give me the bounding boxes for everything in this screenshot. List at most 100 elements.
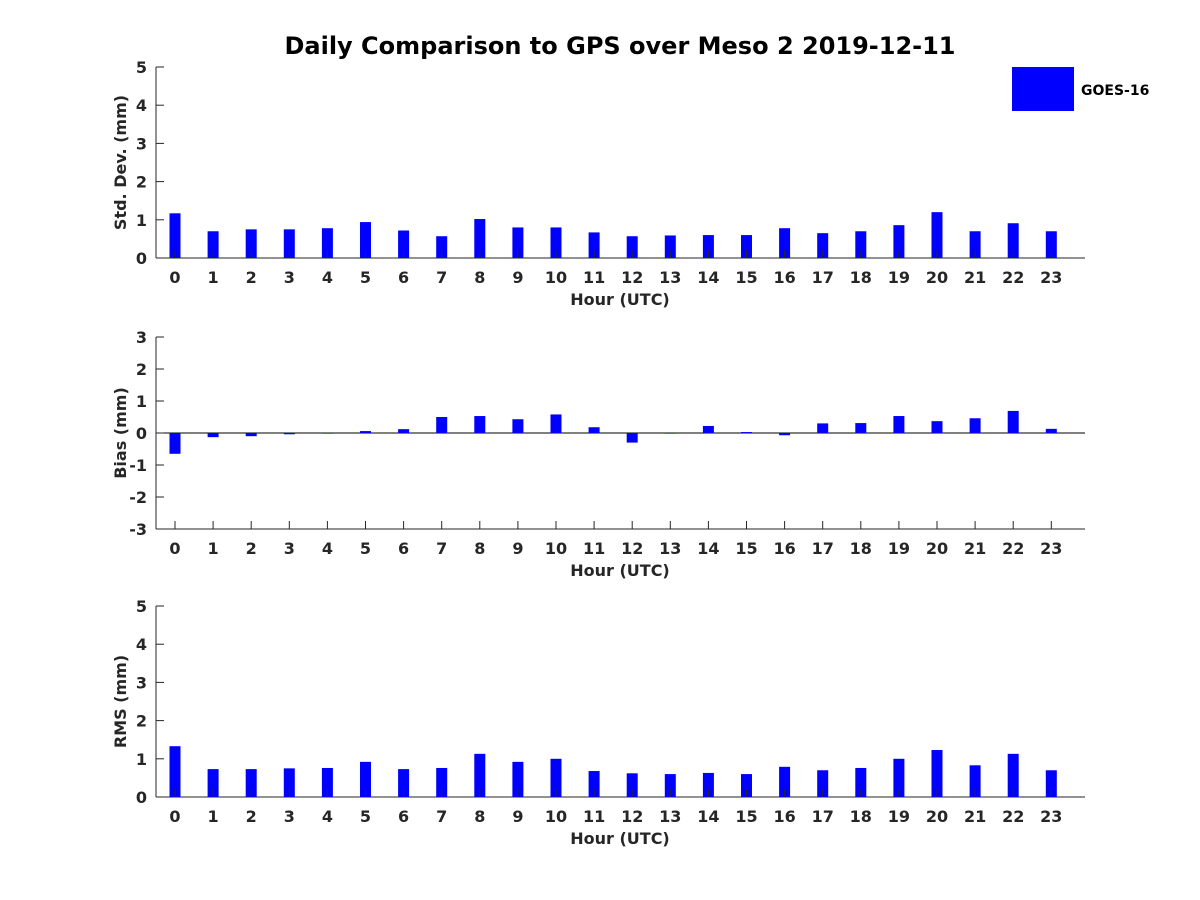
bar-hour-19	[893, 416, 905, 433]
bar-hour-3	[283, 433, 295, 435]
x-tick-label: 0	[169, 807, 180, 826]
x-tick-label: 12	[621, 268, 643, 287]
x-tick-label: 7	[436, 807, 447, 826]
x-tick-label: 8	[474, 539, 485, 558]
x-tick-label: 8	[474, 807, 485, 826]
x-tick-label: 16	[773, 268, 795, 287]
bar-hour-18	[855, 231, 867, 258]
bar-hour-11	[588, 427, 600, 433]
y-axis-label: RMS (mm)	[111, 655, 130, 748]
x-tick-label: 1	[208, 268, 219, 287]
bar-hour-15	[741, 432, 752, 433]
bar-hour-23	[1045, 770, 1057, 797]
bar-hour-3	[283, 229, 295, 258]
x-tick-label: 20	[926, 268, 948, 287]
bar-hour-4	[321, 433, 333, 434]
bar-hour-16	[779, 228, 791, 258]
y-tick-label: -1	[129, 456, 147, 475]
y-tick-label: 4	[136, 96, 147, 115]
x-tick-label: 20	[926, 807, 948, 826]
x-tick-label: 22	[1002, 268, 1024, 287]
bar-hour-12	[626, 773, 638, 797]
bar-hour-9	[512, 227, 524, 258]
x-tick-label: 1	[208, 807, 219, 826]
bar-hour-22	[1007, 753, 1019, 797]
bar-hour-14	[702, 772, 714, 797]
y-tick-label: 0	[136, 424, 147, 443]
bar-hour-20	[931, 750, 943, 797]
bar-hour-11	[588, 232, 600, 258]
bar-hour-14	[702, 425, 714, 433]
x-tick-label: 9	[512, 539, 523, 558]
x-tick-label: 14	[697, 807, 719, 826]
x-tick-label: 5	[360, 807, 371, 826]
x-tick-label: 11	[583, 268, 605, 287]
bar-hour-1	[207, 433, 219, 438]
x-tick-label: 23	[1040, 268, 1062, 287]
y-tick-label: 0	[136, 788, 147, 807]
bar-hour-7	[436, 236, 448, 258]
y-tick-label: 2	[136, 360, 147, 379]
y-tick-label: 4	[136, 635, 147, 654]
bar-hour-7	[436, 417, 448, 433]
x-tick-label: 0	[169, 268, 180, 287]
x-tick-label: 16	[773, 807, 795, 826]
bar-hour-9	[512, 761, 524, 797]
x-tick-label: 10	[545, 268, 567, 287]
bar-hour-17	[817, 770, 829, 797]
bar-hour-16	[779, 766, 791, 797]
x-tick-label: 21	[964, 539, 986, 558]
x-tick-label: 17	[812, 268, 834, 287]
bar-hour-23	[1045, 428, 1057, 433]
y-tick-label: 5	[136, 597, 147, 616]
y-tick-label: 3	[136, 673, 147, 692]
y-tick-label: 1	[136, 750, 147, 769]
x-tick-label: 8	[474, 268, 485, 287]
x-tick-label: 6	[398, 539, 409, 558]
legend: GOES-16	[1012, 67, 1149, 111]
x-tick-label: 11	[583, 807, 605, 826]
bar-hour-10	[550, 758, 562, 797]
y-tick-label: 5	[136, 58, 147, 77]
x-tick-label: 16	[773, 539, 795, 558]
bar-hour-1	[207, 231, 219, 258]
x-tick-label: 10	[545, 807, 567, 826]
bar-hour-18	[855, 423, 867, 433]
y-tick-label: 1	[136, 211, 147, 230]
y-tick-label: 1	[136, 392, 147, 411]
x-tick-label: 22	[1002, 807, 1024, 826]
bar-hour-0	[169, 433, 181, 454]
y-tick-label: -3	[129, 520, 147, 539]
x-axis-label: Hour (UTC)	[570, 561, 670, 580]
bar-hour-0	[169, 213, 181, 258]
x-axis-label: Hour (UTC)	[570, 829, 670, 848]
x-tick-label: 19	[888, 539, 910, 558]
bar-hour-6	[398, 429, 410, 433]
bar-hour-21	[969, 765, 981, 797]
x-tick-label: 23	[1040, 539, 1062, 558]
x-tick-label: 6	[398, 807, 409, 826]
y-tick-label: 2	[136, 173, 147, 192]
bar-hour-4	[321, 767, 333, 797]
y-tick-label: 0	[136, 249, 147, 268]
bar-hour-5	[360, 431, 371, 433]
bar-hour-18	[855, 767, 867, 797]
y-tick-label: -2	[129, 488, 147, 507]
x-tick-label: 2	[246, 268, 257, 287]
x-tick-label: 17	[812, 807, 834, 826]
bar-hour-6	[398, 769, 410, 797]
y-axis-label: Bias (mm)	[111, 387, 130, 479]
x-tick-label: 9	[512, 807, 523, 826]
x-tick-label: 13	[659, 539, 681, 558]
bar-hour-3	[283, 768, 295, 797]
x-tick-label: 4	[322, 539, 333, 558]
x-tick-label: 13	[659, 807, 681, 826]
bar-hour-17	[817, 423, 829, 433]
x-tick-label: 15	[735, 807, 757, 826]
x-tick-label: 18	[850, 807, 872, 826]
x-tick-label: 15	[735, 268, 757, 287]
